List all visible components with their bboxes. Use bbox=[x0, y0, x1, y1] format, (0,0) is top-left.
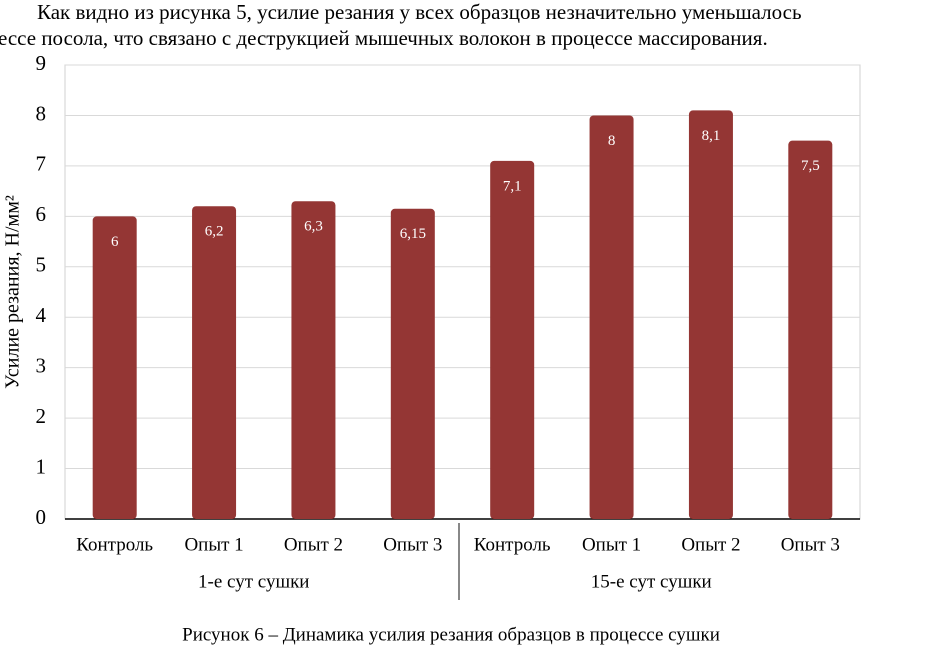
y-tick-label: 1 bbox=[36, 454, 47, 478]
data-label: 7,5 bbox=[801, 158, 820, 174]
group-label: 15-е сут сушки bbox=[591, 571, 712, 592]
paragraph-line: ессе посола, что связано с деструкцией м… bbox=[0, 26, 768, 50]
x-tick-label: Контроль bbox=[76, 534, 153, 555]
caption: Рисунок 6 – Динамика усилия резания обра… bbox=[182, 624, 720, 645]
x-tick-label: Опыт 3 bbox=[781, 534, 840, 555]
bar bbox=[688, 110, 733, 520]
bar bbox=[490, 160, 535, 519]
paragraph-line: Как видно из рисунка 5, усилие резания у… bbox=[37, 0, 802, 24]
data-label: 8 bbox=[608, 133, 616, 149]
data-label: 6,3 bbox=[304, 219, 323, 235]
x-tick-label: Опыт 2 bbox=[681, 534, 740, 555]
group-label: 1-е сут сушки bbox=[198, 571, 309, 592]
y-tick-label: 8 bbox=[36, 101, 47, 125]
bar bbox=[788, 140, 833, 519]
y-axis-title: Усилие резания, Н/мм² bbox=[2, 195, 24, 389]
bar bbox=[92, 216, 137, 520]
x-tick-label: Контроль bbox=[474, 534, 551, 555]
bar bbox=[390, 208, 435, 519]
data-label: 6,15 bbox=[400, 226, 426, 242]
y-tick-label: 3 bbox=[36, 353, 47, 377]
data-label: 6 bbox=[111, 234, 119, 250]
bar bbox=[291, 201, 336, 519]
y-tick-label: 7 bbox=[36, 152, 47, 176]
data-label: 8,1 bbox=[702, 128, 721, 144]
x-tick-label: Опыт 1 bbox=[582, 534, 641, 555]
data-label: 6,2 bbox=[205, 224, 224, 240]
y-tick-label: 6 bbox=[36, 202, 47, 226]
bar bbox=[192, 206, 237, 519]
y-tick-label: 2 bbox=[36, 404, 47, 428]
x-tick-label: Опыт 2 bbox=[284, 534, 343, 555]
plot-frame bbox=[64, 64, 861, 520]
y-tick-label: 9 bbox=[36, 51, 47, 75]
y-tick-label: 0 bbox=[36, 505, 47, 529]
y-tick-label: 5 bbox=[36, 253, 47, 277]
bar bbox=[589, 115, 634, 519]
y-tick-label: 4 bbox=[36, 303, 47, 327]
data-label: 7,1 bbox=[503, 178, 522, 194]
x-tick-label: Опыт 1 bbox=[184, 534, 243, 555]
x-tick-label: Опыт 3 bbox=[383, 534, 442, 555]
